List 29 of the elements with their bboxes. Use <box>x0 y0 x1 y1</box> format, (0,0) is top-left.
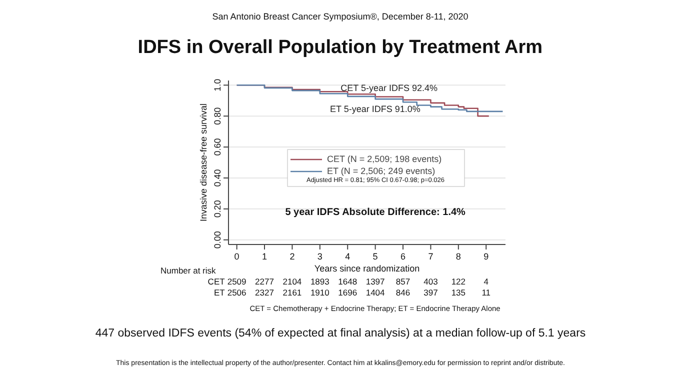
y-tick-label: 0.40 <box>212 169 222 187</box>
legend-label: ET (N = 2,506; 249 events) <box>327 165 436 177</box>
text: CET 2509 2277 2104 1893 1648 1397 857 403 122 4 <box>208 276 488 286</box>
y-tick-label: 0.20 <box>212 200 222 218</box>
chart-title: IDFS in Overall Population by Treatment Arm <box>138 37 543 58</box>
x-tick-label: 3 <box>317 252 322 262</box>
x-tick-label: 8 <box>456 252 461 262</box>
y-tick-label: 1.0 <box>212 78 222 92</box>
legend-label: CET (N = 2,509; 198 events) <box>327 153 442 165</box>
y-tick-label: 0.60 <box>212 138 222 156</box>
annotation: CET 5-year IDFS 92.4% <box>340 83 438 94</box>
x-tick-label: 7 <box>428 252 434 262</box>
x-tick-label: 1 <box>262 252 268 262</box>
x-axis-title: Years since randomization <box>314 264 420 274</box>
annotation: ET 5-year IDFS 91.0% <box>330 104 420 114</box>
text: 447 observed IDFS events (54% of expected at final analysis) at a median follow-up of 5.1 years <box>95 328 586 340</box>
chart-subtitle: San Antonio Breast Cancer Symposium®, December 8-11, 2020 <box>212 12 468 22</box>
x-tick-label: 0 <box>234 252 240 262</box>
y-tick-label: 0.80 <box>212 107 222 125</box>
x-tick-label: 5 <box>372 252 378 262</box>
x-tick-label: 4 <box>345 252 350 262</box>
x-tick-label: 9 <box>484 252 489 262</box>
text: Number at risk <box>160 266 217 276</box>
annotation: 5 year IDFS Absolute Difference: 1.4% <box>285 207 466 218</box>
x-tick-label: 6 <box>400 252 406 262</box>
text: ET 2506 2327 2161 1910 1696 1404 846 397 135 11 <box>214 288 491 298</box>
y-axis-title: Invasive disease-free survival <box>198 103 208 222</box>
y-tick-label: 0.00 <box>212 231 222 249</box>
x-tick-label: 2 <box>290 252 295 262</box>
